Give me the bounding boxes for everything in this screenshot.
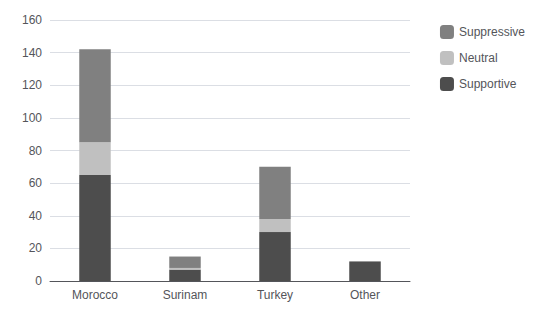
svg-text:40: 40 (29, 209, 43, 223)
svg-text:20: 20 (29, 241, 43, 255)
svg-text:80: 80 (29, 144, 43, 158)
svg-text:120: 120 (22, 78, 42, 92)
svg-text:Suppressive: Suppressive (459, 25, 525, 39)
svg-text:Other: Other (350, 288, 380, 302)
svg-text:100: 100 (22, 111, 42, 125)
svg-text:Surinam: Surinam (163, 288, 208, 302)
svg-text:140: 140 (22, 46, 42, 60)
svg-text:60: 60 (29, 176, 43, 190)
svg-text:Neutral: Neutral (459, 51, 498, 65)
svg-text:Supportive: Supportive (459, 77, 517, 91)
svg-text:160: 160 (22, 13, 42, 27)
svg-text:Turkey: Turkey (257, 288, 293, 302)
svg-text:0: 0 (35, 274, 42, 288)
svg-text:Morocco: Morocco (72, 288, 118, 302)
